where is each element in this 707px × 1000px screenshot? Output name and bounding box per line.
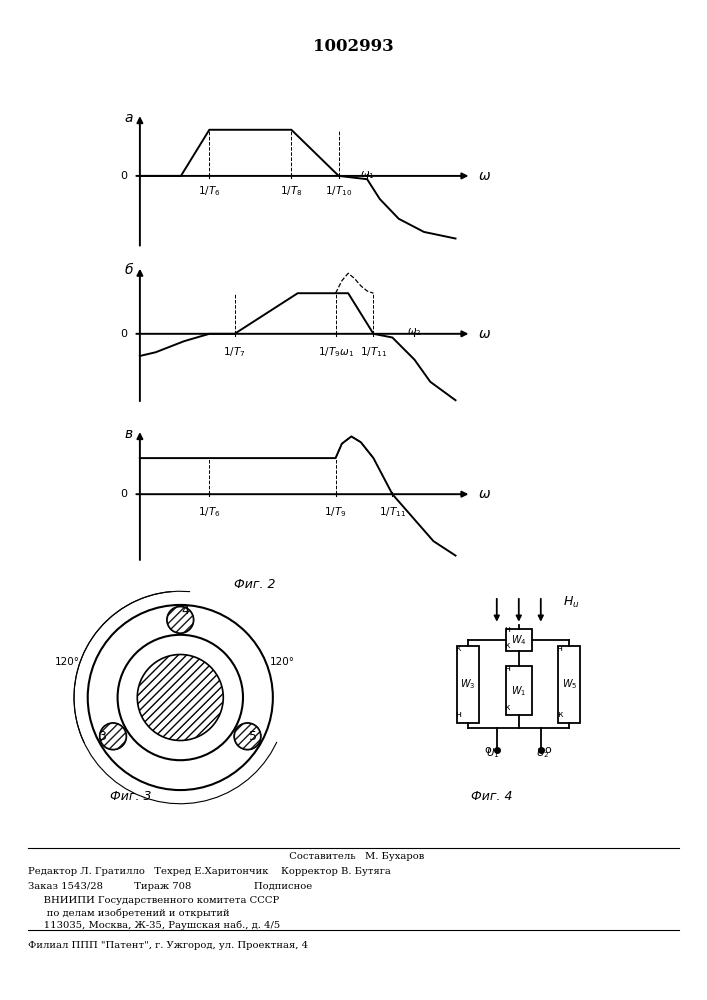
Text: 120°: 120°	[54, 657, 79, 667]
Text: $W_4$: $W_4$	[511, 633, 527, 647]
Text: 0: 0	[120, 171, 127, 181]
Text: Редактор Л. Гратилло   Техред Е.Харитончик    Корректор В. Бутяга: Редактор Л. Гратилло Техред Е.Харитончик…	[28, 867, 391, 876]
Text: $W_1$: $W_1$	[511, 684, 527, 698]
Text: Фиг. 4: Фиг. 4	[471, 790, 512, 803]
Text: $1/T_6$: $1/T_6$	[198, 505, 221, 519]
Circle shape	[167, 607, 194, 633]
Text: a: a	[124, 111, 133, 125]
Bar	[506, 629, 532, 651]
Text: $1/T_9$: $1/T_9$	[325, 505, 347, 519]
Text: в: в	[124, 427, 132, 441]
Circle shape	[137, 654, 223, 740]
Text: н: н	[503, 664, 510, 673]
Text: $H_u$: $H_u$	[563, 595, 579, 610]
Text: н: н	[556, 644, 563, 653]
Text: Фиг. 3: Фиг. 3	[110, 790, 151, 803]
Text: 1002993: 1002993	[313, 38, 394, 55]
Text: 0: 0	[120, 329, 127, 339]
Bar	[457, 646, 479, 722]
Circle shape	[235, 723, 261, 749]
Text: $U_2$: $U_2$	[537, 747, 550, 760]
Text: 5: 5	[250, 730, 257, 743]
Circle shape	[167, 607, 194, 633]
Text: к: к	[504, 703, 510, 712]
Text: Филиал ППП "Патент", г. Ужгород, ул. Проектная, 4: Филиал ППП "Патент", г. Ужгород, ул. Про…	[28, 941, 308, 950]
Text: н: н	[455, 710, 461, 719]
Text: к: к	[504, 641, 510, 650]
Text: $1/T_7$: $1/T_7$	[223, 345, 246, 359]
Text: 4: 4	[181, 604, 189, 617]
Text: $1/T_{10}$: $1/T_{10}$	[325, 184, 352, 198]
Text: $1/T_6$: $1/T_6$	[198, 184, 221, 198]
Circle shape	[100, 723, 126, 749]
Text: 3: 3	[98, 730, 106, 743]
Text: $1/T_{11}$: $1/T_{11}$	[360, 345, 387, 359]
Text: по делам изобретений и открытий: по делам изобретений и открытий	[28, 909, 230, 918]
Text: $U_1$: $U_1$	[486, 747, 499, 760]
Text: ВНИИПИ Государственного комитета СССР: ВНИИПИ Государственного комитета СССР	[28, 896, 279, 905]
Circle shape	[235, 723, 261, 749]
Text: Заказ 1543/28          Тираж 708                    Подписное: Заказ 1543/28 Тираж 708 Подписное	[28, 882, 312, 891]
Text: $\omega_1$: $\omega_1$	[360, 169, 375, 181]
Text: $W_5$: $W_5$	[561, 677, 577, 691]
Circle shape	[100, 723, 126, 749]
Text: $\omega$: $\omega$	[478, 169, 491, 183]
Text: Фиг. 2: Фиг. 2	[234, 578, 275, 591]
Text: 113035, Москва, Ж-35, Раушская наб., д. 4/5: 113035, Москва, Ж-35, Раушская наб., д. …	[28, 921, 281, 930]
Text: o: o	[544, 745, 551, 755]
Text: $1/T_9\omega_1$: $1/T_9\omega_1$	[317, 345, 354, 359]
Text: 120°: 120°	[269, 657, 294, 667]
Text: $1/T_8$: $1/T_8$	[280, 184, 303, 198]
Bar	[559, 646, 580, 722]
Bar	[506, 666, 532, 715]
Text: к: к	[455, 644, 461, 653]
Text: н: н	[503, 625, 510, 634]
Text: $\omega$: $\omega$	[478, 327, 491, 341]
Text: o: o	[484, 745, 491, 755]
Text: $\omega$: $\omega$	[478, 487, 491, 501]
Text: к: к	[556, 710, 562, 719]
Text: б: б	[124, 263, 133, 277]
Text: $W_3$: $W_3$	[460, 677, 476, 691]
Text: 0: 0	[120, 489, 127, 499]
Text: $\omega_2$: $\omega_2$	[407, 326, 422, 338]
Text: Составитель   М. Бухаров: Составитель М. Бухаров	[283, 852, 424, 861]
Text: $1/T_{11}$: $1/T_{11}$	[379, 505, 406, 519]
